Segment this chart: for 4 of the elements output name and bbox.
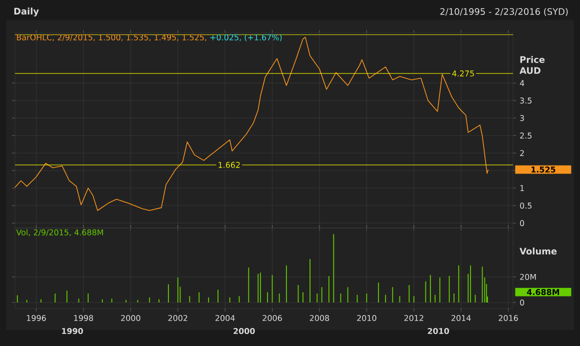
y-axis-title: Price AUD [520,56,545,74]
chart-subtitle: 2/10/1995 - 2/23/2016 (SYD) [440,8,568,16]
chart-title: Daily [14,8,39,16]
y-axis-title: Volume [520,248,557,255]
